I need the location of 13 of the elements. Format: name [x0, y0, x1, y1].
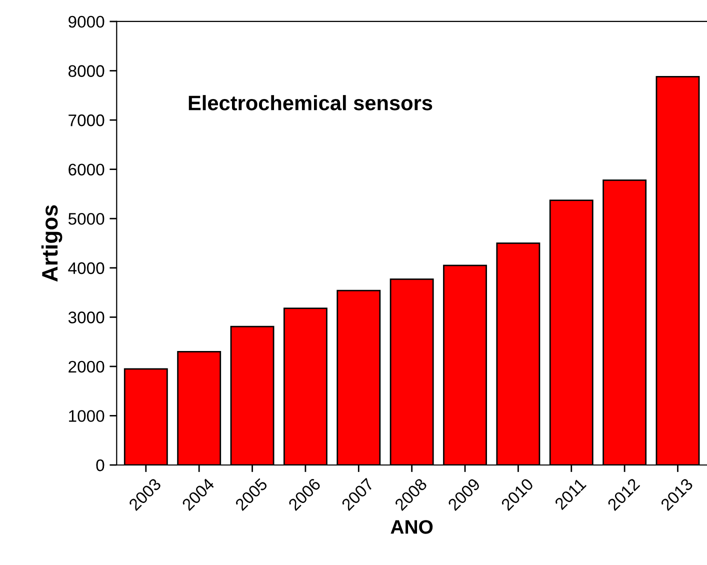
y-tick-label: 4000: [68, 262, 104, 274]
y-tick-label: 2000: [68, 360, 104, 373]
y-tick-label: 1000: [69, 410, 104, 422]
y-tick-label: 3000: [68, 312, 104, 324]
y-tick-label: 0: [96, 459, 104, 472]
y-tick-label: 7000: [68, 114, 104, 126]
y-tick-label: 9000: [68, 16, 104, 28]
x-axis-title: ANO: [390, 520, 433, 534]
y-axis-title: Artigos: [41, 205, 62, 282]
y-tick-label: 6000: [68, 164, 104, 176]
annotation: Electrochemical sensors: [188, 95, 432, 110]
y-tick-label: 5000: [68, 212, 104, 225]
y-tick-label: 8000: [68, 65, 104, 77]
